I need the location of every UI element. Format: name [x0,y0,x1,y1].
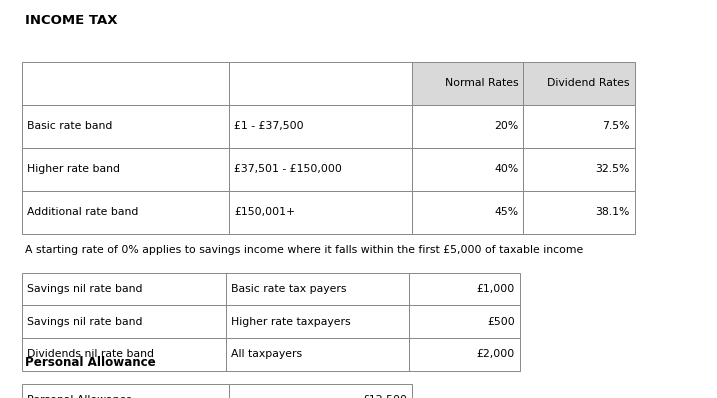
Text: Dividend Rates: Dividend Rates [547,78,630,88]
Text: Savings nil rate band: Savings nil rate band [27,284,142,294]
Bar [22,338,226,371]
Text: Savings nil rate band: Savings nil rate band [27,316,142,327]
Text: Additional rate band: Additional rate band [27,207,138,217]
Bar [523,62,635,105]
Text: £1,000: £1,000 [477,284,515,294]
Bar [226,338,409,371]
Bar [22,148,229,191]
Bar [229,62,412,105]
Bar [412,62,523,105]
Bar [22,191,229,234]
Text: Dividends nil rate band: Dividends nil rate band [27,349,153,359]
Bar [22,305,226,338]
Bar [523,105,635,148]
Text: £37,501 - £150,000: £37,501 - £150,000 [234,164,342,174]
Text: 32.5%: 32.5% [595,164,630,174]
Text: £1 - £37,500: £1 - £37,500 [234,121,304,131]
Bar [412,148,523,191]
Text: Personal Allowance: Personal Allowance [27,395,132,398]
Text: Normal Rates: Normal Rates [445,78,518,88]
Text: INCOME TAX: INCOME TAX [25,14,118,27]
Text: Higher rate taxpayers: Higher rate taxpayers [231,316,351,327]
Text: Basic rate band: Basic rate band [27,121,112,131]
Text: 45%: 45% [494,207,518,217]
Bar [523,191,635,234]
Bar [22,273,226,305]
Bar [22,384,229,398]
Text: All taxpayers: All taxpayers [231,349,302,359]
Bar [409,338,520,371]
Text: £500: £500 [487,316,515,327]
Bar [409,305,520,338]
Text: Higher rate band: Higher rate band [27,164,120,174]
Text: Personal Allowance: Personal Allowance [25,356,156,369]
Text: 40%: 40% [494,164,518,174]
Bar [409,273,520,305]
Bar [226,305,409,338]
Text: 7.5%: 7.5% [602,121,630,131]
Text: £150,001+: £150,001+ [234,207,295,217]
Bar [226,273,409,305]
Text: £12,500: £12,500 [362,395,407,398]
Bar [229,384,412,398]
Bar [523,148,635,191]
Bar [412,105,523,148]
Text: 38.1%: 38.1% [595,207,630,217]
Bar [412,191,523,234]
Text: 20%: 20% [494,121,518,131]
Bar [22,105,229,148]
Bar [229,191,412,234]
Bar [229,105,412,148]
Bar [229,148,412,191]
Text: A starting rate of 0% applies to savings income where it falls within the first : A starting rate of 0% applies to savings… [25,245,584,255]
Text: £2,000: £2,000 [477,349,515,359]
Text: Basic rate tax payers: Basic rate tax payers [231,284,346,294]
Bar [22,62,229,105]
